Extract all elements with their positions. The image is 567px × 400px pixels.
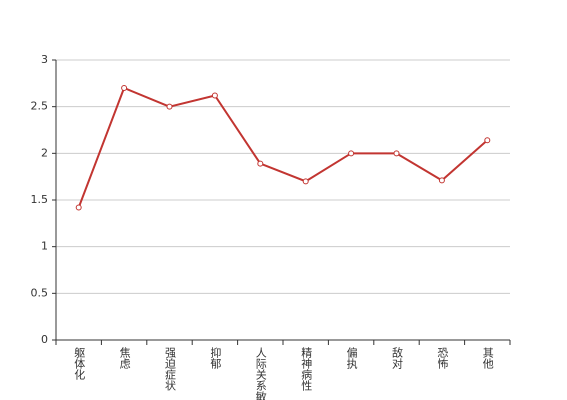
point [302, 178, 309, 185]
y-tick-label: 0 [41, 333, 48, 346]
y-tick-label: 2 [41, 146, 48, 159]
x-tick-label: 躯体化 [73, 347, 86, 381]
x-tick-label: 精神病性 [300, 347, 313, 392]
y-tick-label: 1 [41, 240, 48, 253]
x-tick-label: 强迫症状 [164, 347, 177, 391]
point [211, 92, 218, 99]
y-tick-label: 3 [41, 53, 48, 66]
point [393, 150, 400, 157]
point [75, 204, 82, 211]
y-tick-label: 0.5 [31, 286, 49, 299]
x-tick-label: 偏执 [345, 346, 358, 370]
point [348, 150, 355, 157]
y-tick-label: 2.5 [31, 100, 49, 113]
point [257, 160, 264, 167]
y-tick-label: 1.5 [31, 193, 49, 206]
point [438, 177, 445, 184]
point [484, 137, 491, 144]
x-tick-label: 敌对 [391, 346, 404, 369]
point [166, 103, 173, 110]
point [121, 85, 128, 91]
x-tick-label: 焦虑 [118, 347, 131, 369]
x-tick-label: 其他 [481, 347, 494, 369]
line [77, 86, 488, 208]
x-tick-label: 抑郁 [209, 346, 222, 369]
x-tick-label: 恐怖 [436, 347, 449, 369]
x-tick-label: 人际关系敏感 [254, 347, 267, 400]
